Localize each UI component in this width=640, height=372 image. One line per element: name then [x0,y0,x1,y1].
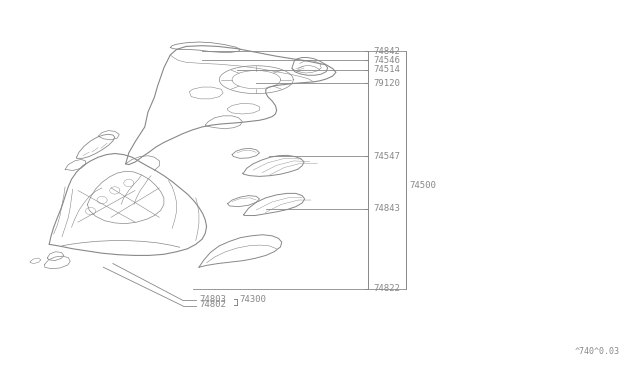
Text: 74842: 74842 [373,47,400,56]
Text: 74802: 74802 [199,300,226,310]
Text: 74822: 74822 [373,284,400,293]
Text: 74300: 74300 [239,295,266,304]
Text: 74546: 74546 [373,56,400,65]
Text: 74803: 74803 [199,295,226,304]
Text: 74500: 74500 [410,182,436,190]
Text: 74843: 74843 [373,204,400,214]
Text: ^740^0.03: ^740^0.03 [575,347,620,356]
Text: 74514: 74514 [373,65,400,74]
Text: 74547: 74547 [373,152,400,161]
Text: 79120: 79120 [373,79,400,88]
